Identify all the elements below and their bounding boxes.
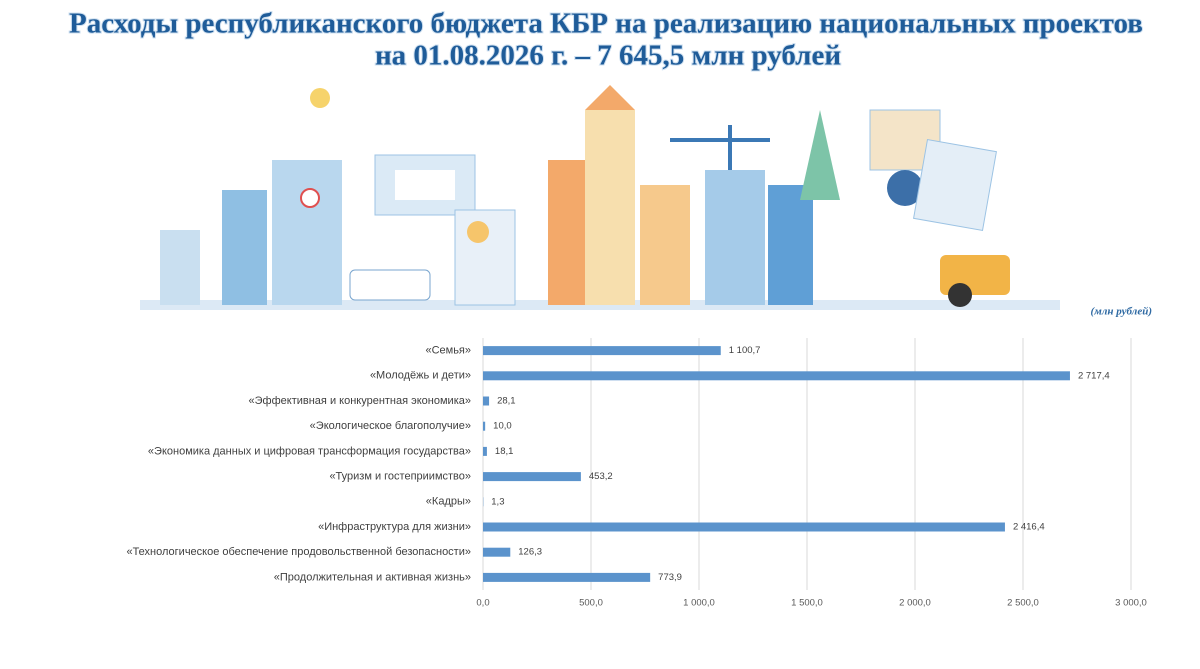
value-label: 28,1 — [497, 396, 515, 407]
bar — [483, 346, 721, 356]
y-tick-label: «Семья» — [425, 345, 471, 357]
bar — [483, 472, 581, 482]
bar — [483, 421, 486, 431]
bar — [483, 446, 487, 456]
x-tick-label: 3 000,0 — [1115, 598, 1147, 609]
value-label: 1 100,7 — [729, 345, 761, 356]
value-label: 126,3 — [518, 547, 542, 558]
value-label: 773,9 — [658, 572, 682, 583]
y-tick-label: «Эффективная и конкурентная экономика» — [249, 395, 471, 407]
y-tick-label: «Экологическое благополучие» — [310, 420, 471, 432]
x-tick-label: 0,0 — [476, 598, 489, 609]
value-label: 2 717,4 — [1078, 370, 1110, 381]
y-tick-label: «Туризм и гостеприимство» — [329, 471, 471, 483]
bar — [483, 371, 1070, 381]
y-tick-label: «Продолжительная и активная жизнь» — [274, 571, 471, 583]
x-tick-label: 1 000,0 — [683, 598, 715, 609]
y-tick-label: «Инфраструктура для жизни» — [318, 521, 471, 533]
value-label: 10,0 — [493, 421, 512, 432]
chart-title: Расходы республиканского бюджета КБР на … — [69, 8, 1143, 40]
value-label: 1,3 — [491, 496, 504, 507]
y-tick-label: «Технологическое обеспечение продовольст… — [126, 546, 471, 558]
chart-subtitle: на 01.08.2026 г. – 7 645,5 млн рублей — [375, 40, 841, 72]
y-tick-label: «Кадры» — [426, 496, 471, 508]
x-tick-label: 2 000,0 — [899, 598, 931, 609]
x-tick-label: 2 500,0 — [1007, 598, 1039, 609]
bar — [483, 572, 651, 582]
x-tick-label: 500,0 — [579, 598, 603, 609]
y-tick-label: «Экономика данных и цифровая трансформац… — [148, 445, 471, 457]
x-tick-label: 1 500,0 — [791, 598, 823, 609]
bar — [483, 396, 490, 406]
illustration — [140, 85, 1060, 310]
unit-note: (млн рублей) — [1091, 306, 1152, 318]
y-tick-label: «Молодёжь и дети» — [370, 370, 471, 382]
bar — [483, 547, 511, 557]
bar — [483, 522, 1005, 532]
value-label: 453,2 — [589, 471, 613, 482]
value-label: 18,1 — [495, 446, 514, 457]
value-label: 2 416,4 — [1013, 522, 1045, 533]
